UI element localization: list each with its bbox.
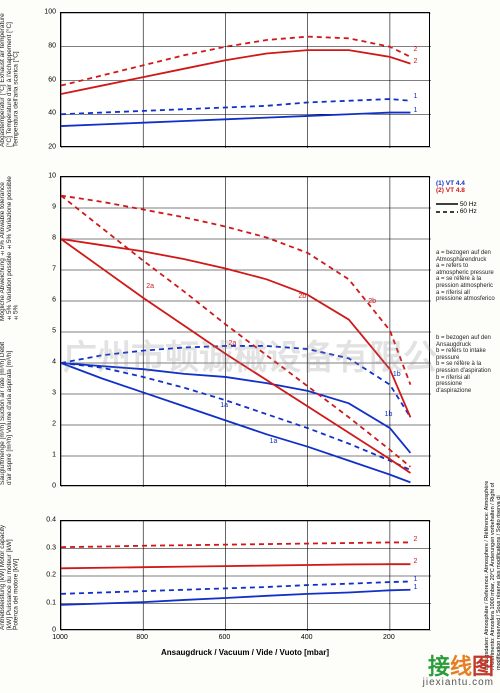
wm-char-2: 线 — [450, 654, 472, 679]
ytick: 3 — [52, 390, 56, 397]
legend-line-solid: 50 Hz — [436, 201, 477, 208]
curve-label: 1a — [270, 438, 278, 445]
chart2-ylabel-top: Mögliche Abweichung ±5% Allowable tolera… — [0, 176, 18, 321]
ytick: 8 — [52, 235, 56, 242]
ytick: 9 — [52, 204, 56, 211]
ytick: 4 — [52, 359, 56, 366]
legend-model1: (1) VT 4.4 — [436, 180, 477, 187]
curve-label: 1b — [385, 411, 393, 418]
chart1-ylabel: Abgastemperatur [°C] Exhaust air tempera… — [0, 12, 18, 147]
ytick: 10 — [48, 173, 56, 180]
chart1-plot — [60, 12, 430, 147]
xaxis-label: Ansaugdruck / Vacuum / Vide / Vuoto [mba… — [60, 648, 430, 657]
legend-line-dash: 60 Hz — [436, 208, 477, 215]
ytick: 60 — [48, 76, 56, 83]
side-note-b: b = bezogen auf den Ansaugdruck b = refe… — [436, 335, 496, 394]
xtick: 800 — [136, 634, 148, 641]
curve-label: 1 — [413, 107, 417, 114]
xtick: 1000 — [52, 634, 68, 641]
ytick: 1 — [52, 452, 56, 459]
curve-label: 1 — [413, 93, 417, 100]
side-note-a: a = bezogen auf den Atmosphärendruck a =… — [436, 250, 496, 303]
legend-solid-label: 50 Hz — [460, 201, 477, 208]
xtick: 400 — [301, 634, 313, 641]
wm-sub: jiexiantu.com — [423, 678, 494, 688]
curve-label: 1 — [413, 584, 417, 591]
chart3-yticks: 00.10.20.30.4 — [40, 520, 58, 630]
ytick: 20 — [48, 144, 56, 151]
ytick: 0.3 — [46, 544, 56, 551]
curve-label: 2 — [413, 46, 417, 53]
ytick: 0.1 — [46, 599, 56, 606]
legend-dash-label: 60 Hz — [460, 208, 477, 215]
ytick: 0.4 — [46, 517, 56, 524]
ytick: 0 — [52, 483, 56, 490]
ytick: 40 — [48, 110, 56, 117]
ytick: 0 — [52, 627, 56, 634]
wm-char-1: 接 — [428, 654, 450, 679]
curve-label: 1b — [393, 371, 401, 378]
chart2-ylabel-bottom: Saugluftmenge [m³/h] Suction air rate [m… — [0, 340, 18, 485]
curve-label: 1 — [413, 576, 417, 583]
curve-label: 1a — [220, 402, 228, 409]
curve-label: 2a — [228, 340, 236, 347]
curve-label: 2 — [413, 58, 417, 65]
ytick: 80 — [48, 42, 56, 49]
ytick: 0.2 — [46, 572, 56, 579]
ytick: 7 — [52, 266, 56, 273]
xtick: 200 — [383, 634, 395, 641]
curve-label: 2 — [413, 558, 417, 565]
ytick: 2 — [52, 421, 56, 428]
chart2-plot — [60, 176, 430, 486]
curve-label: 2a — [146, 283, 154, 290]
ytick: 6 — [52, 297, 56, 304]
curve-label: 2b — [368, 298, 376, 305]
legend-block: (1) VT 4.4 (2) VT 4.8 50 Hz 60 Hz — [436, 180, 477, 216]
legend-model2: (2) VT 4.8 — [436, 187, 477, 194]
curve-label: 2 — [413, 536, 417, 543]
xtick: 600 — [219, 634, 231, 641]
curve-label: 2b — [298, 293, 306, 300]
chart3-ylabel: Antriebsleistung [kW] Motor capacity [kW… — [0, 520, 18, 630]
footnote-right: Bezugsdaten: Atmosphäre / Reference: Atm… — [484, 480, 496, 670]
chart1-yticks: 20406080100 — [40, 12, 58, 147]
ytick: 100 — [44, 9, 56, 16]
chart3-plot — [60, 520, 430, 630]
ytick: 5 — [52, 328, 56, 335]
chart2-yticks: 012345678910 — [40, 176, 58, 486]
